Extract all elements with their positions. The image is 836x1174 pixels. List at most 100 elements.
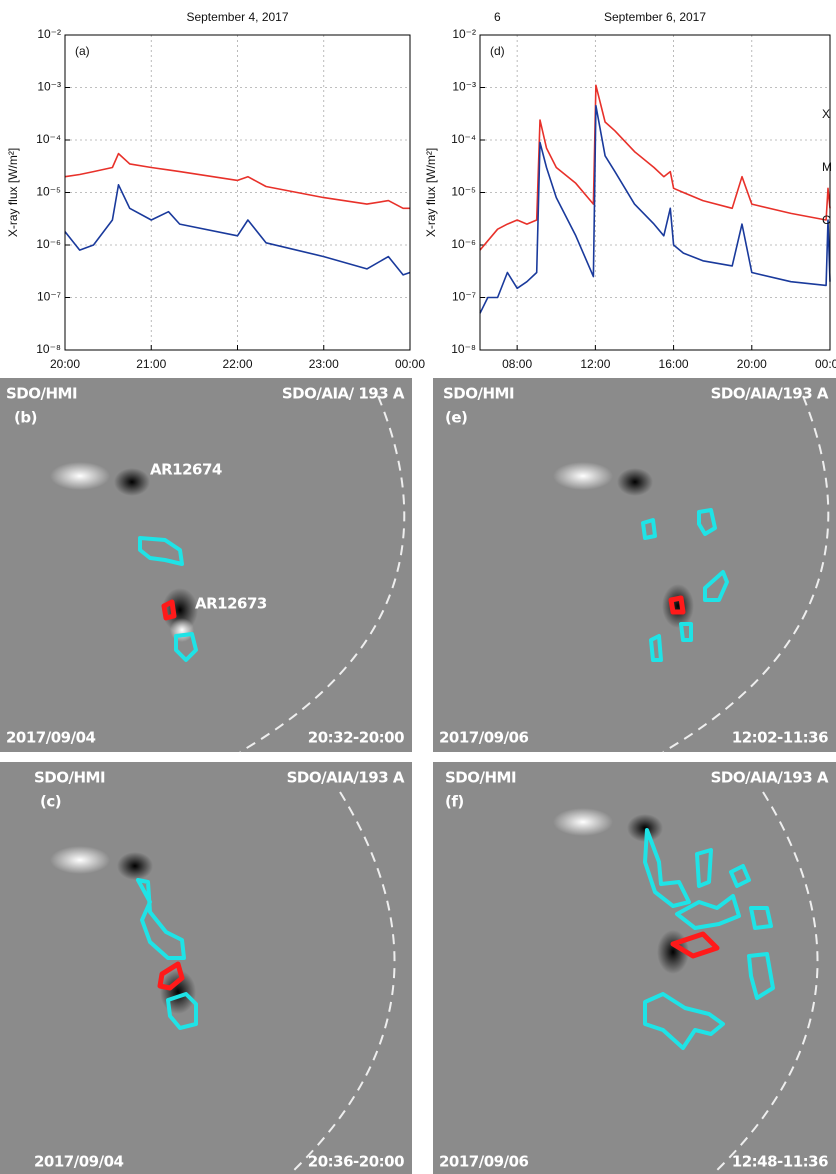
magnetogram-feature xyxy=(114,468,150,496)
panel-background xyxy=(0,762,412,1174)
x-tick-label: 20:00 xyxy=(737,357,767,371)
flare-class-label: M xyxy=(822,160,832,174)
panel-background xyxy=(0,378,412,752)
x-tick-label: 16:00 xyxy=(659,357,689,371)
magnetogram-feature xyxy=(117,852,153,880)
charts: 10⁻⁸ 10⁻⁷ 10⁻⁶ 10⁻⁵ 10⁻⁴ 10⁻³ 10⁻² 20:00 21:00 22… xyxy=(6,10,836,371)
flare-class-label: X xyxy=(822,107,830,121)
dimming-contour xyxy=(729,864,751,888)
panel-label: (c) xyxy=(40,793,61,811)
chart-title: September 4, 2017 xyxy=(186,10,288,24)
date-label: 2017/09/06 xyxy=(439,1153,529,1171)
instrument-label: SDO/HMI xyxy=(443,385,514,403)
time-label: 20:32-20:00 xyxy=(308,729,404,747)
magnetogram-feature xyxy=(553,462,613,490)
y-tick-label: 10⁻² xyxy=(452,27,476,41)
x-tick-label: 21:00 xyxy=(136,357,166,371)
magnetogram-feature xyxy=(50,846,110,874)
chart-title: September 6, 2017 xyxy=(604,10,706,24)
instrument-label: SDO/AIA/193 A xyxy=(711,385,829,403)
image-panel: SDO/HMI SDO/AIA/193 A (f) 2017/09/06 12:… xyxy=(433,762,836,1174)
y-tick-label: 10⁻⁷ xyxy=(37,290,61,304)
magnetogram-feature xyxy=(160,970,196,1014)
magnetogram-feature xyxy=(170,618,194,642)
y-tick-label: 10⁻⁷ xyxy=(452,290,476,304)
magnetogram-feature xyxy=(617,468,653,496)
instrument-label: SDO/AIA/193 A xyxy=(287,769,405,787)
region-label: AR12673 xyxy=(195,595,267,613)
dimming-contour xyxy=(703,570,729,602)
dimming-contour xyxy=(136,878,186,960)
dimming-contour xyxy=(649,634,663,662)
panel-label: (a) xyxy=(75,44,90,58)
dimming-contour xyxy=(747,952,775,1000)
y-tick-label: 10⁻⁵ xyxy=(36,185,61,199)
magnetogram-feature xyxy=(50,462,110,490)
series-line xyxy=(64,184,411,276)
dimming-contour xyxy=(166,992,198,1030)
y-tick-label: 10⁻² xyxy=(37,27,61,41)
solar-limb xyxy=(712,791,819,1174)
x-tick-label: 00:00 xyxy=(815,357,836,371)
series-line xyxy=(479,84,831,251)
image-panel: SDO/HMI SDO/AIA/ 193 A (b) AR12674 AR126… xyxy=(0,378,412,753)
y-axis-label: X-ray flux [W/m²] xyxy=(6,148,20,237)
solar-limb xyxy=(289,791,396,1174)
series-line xyxy=(64,152,410,210)
y-tick-label: 10⁻⁸ xyxy=(451,342,476,356)
dimming-contour xyxy=(174,632,198,662)
instrument-label: SDO/AIA/ 193 A xyxy=(282,385,405,403)
dimming-contour xyxy=(641,518,657,540)
date-label: 2017/09/04 xyxy=(6,729,96,747)
dimming-contour xyxy=(695,848,713,888)
y-tick-label: 10⁻⁴ xyxy=(36,132,61,146)
dimming-contour xyxy=(643,828,691,908)
plot-frame xyxy=(64,34,411,351)
time-label: 20:36-20:00 xyxy=(308,1153,404,1171)
flare-class-label: C xyxy=(822,213,831,227)
flare-contour xyxy=(668,595,686,615)
series-line xyxy=(479,104,831,314)
solar-limb xyxy=(662,395,830,753)
corner-text: 6 xyxy=(494,10,501,24)
x-tick-label: 23:00 xyxy=(309,357,339,371)
panel-label: (f) xyxy=(445,793,464,811)
solar-limb xyxy=(239,395,406,753)
image-panel: SDO/HMI SDO/AIA/193 A (e) 2017/09/06 12:… xyxy=(433,378,836,753)
magnetogram-feature xyxy=(627,814,663,842)
instrument-label: SDO/HMI xyxy=(6,385,77,403)
x-tick-label: 12:00 xyxy=(580,357,610,371)
time-label: 12:48-11:36 xyxy=(732,1153,828,1171)
dimming-contour xyxy=(643,992,725,1050)
date-label: 2017/09/06 xyxy=(439,729,529,747)
x-tick-label: 22:00 xyxy=(222,357,252,371)
image-panel: SDO/HMI SDO/AIA/193 A (c) 2017/09/04 20:… xyxy=(0,762,412,1174)
y-tick-label: 10⁻³ xyxy=(37,80,61,94)
flare-contour xyxy=(670,931,720,959)
y-tick-label: 10⁻³ xyxy=(452,80,476,94)
panel-background xyxy=(433,378,836,752)
time-label: 12:02-11:36 xyxy=(732,729,828,747)
y-tick-label: 10⁻⁵ xyxy=(451,185,476,199)
dimming-contour xyxy=(138,536,184,566)
panel-label: (b) xyxy=(14,409,37,427)
magnetogram-feature xyxy=(662,584,694,628)
region-label: AR12674 xyxy=(150,461,222,479)
flare-contour xyxy=(161,599,177,621)
y-tick-label: 10⁻⁶ xyxy=(451,237,476,251)
panel-label: (d) xyxy=(490,44,505,58)
date-label: 2017/09/04 xyxy=(34,1153,124,1171)
instrument-label: SDO/HMI xyxy=(34,769,105,787)
dimming-contour xyxy=(697,508,717,536)
y-tick-label: 10⁻⁶ xyxy=(36,237,61,251)
y-axis-label: X-ray flux [W/m²] xyxy=(424,148,438,237)
dimming-contour xyxy=(675,894,741,930)
x-tick-label: 20:00 xyxy=(50,357,80,371)
panel-label: (e) xyxy=(445,409,467,427)
x-tick-label: 00:00 xyxy=(395,357,425,371)
x-tick-label: 08:00 xyxy=(502,357,532,371)
dimming-contour xyxy=(679,622,693,642)
instrument-label: SDO/HMI xyxy=(445,769,516,787)
y-tick-label: 10⁻⁴ xyxy=(451,132,476,146)
